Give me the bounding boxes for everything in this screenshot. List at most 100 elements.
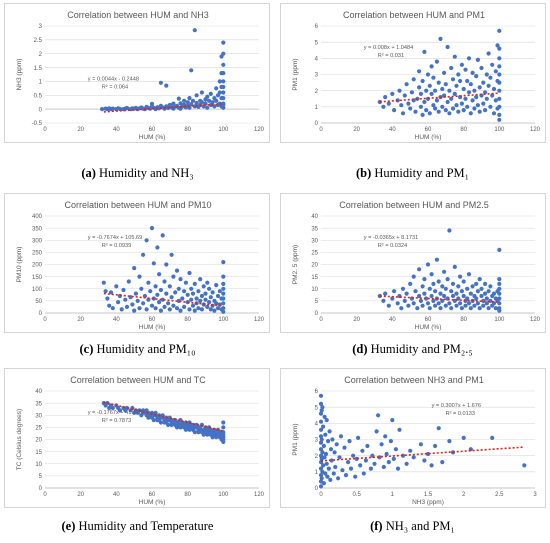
y-tick-label: 1.5 bbox=[34, 66, 43, 72]
data-point bbox=[162, 279, 167, 284]
data-point bbox=[434, 257, 439, 262]
x-tick-label: 40 bbox=[389, 127, 396, 133]
data-point bbox=[488, 75, 493, 80]
data-point bbox=[205, 304, 210, 309]
data-point bbox=[324, 461, 329, 466]
data-point bbox=[141, 252, 146, 257]
y-tick-label: 1 bbox=[39, 80, 43, 86]
x-tick-label: 100 bbox=[218, 492, 229, 498]
data-point bbox=[320, 450, 325, 455]
data-point bbox=[497, 72, 502, 77]
y-tick-label: 5 bbox=[315, 299, 319, 305]
data-point bbox=[454, 303, 459, 308]
data-point bbox=[481, 101, 486, 106]
data-point bbox=[332, 450, 337, 455]
x-tick-label: 120 bbox=[254, 492, 265, 498]
data-point bbox=[422, 458, 427, 463]
data-point bbox=[368, 466, 373, 471]
data-point bbox=[117, 106, 122, 111]
data-point bbox=[468, 291, 473, 296]
data-point bbox=[486, 289, 491, 294]
data-point bbox=[459, 306, 464, 311]
data-point bbox=[347, 439, 352, 444]
x-tick-label: 120 bbox=[254, 127, 265, 133]
data-point bbox=[458, 301, 463, 306]
data-point bbox=[318, 473, 324, 478]
data-point bbox=[182, 304, 187, 309]
data-point bbox=[201, 284, 206, 289]
data-point bbox=[404, 82, 409, 87]
data-point bbox=[402, 93, 407, 98]
data-point bbox=[343, 473, 349, 478]
data-point bbox=[429, 64, 434, 69]
data-point bbox=[164, 262, 169, 267]
data-point bbox=[463, 303, 468, 308]
data-point bbox=[429, 293, 434, 299]
data-point bbox=[324, 418, 329, 423]
r-squared-label: R² = 0.0133 bbox=[446, 411, 475, 417]
data-point bbox=[169, 252, 174, 257]
y-tick-label: 5 bbox=[315, 40, 319, 46]
x-tick-label: 80 bbox=[460, 317, 467, 323]
data-point bbox=[443, 108, 448, 113]
caption-d: (d) Humidity and PM₂.₅ bbox=[275, 342, 550, 357]
data-point bbox=[110, 405, 115, 411]
data-point bbox=[217, 79, 222, 84]
x-axis-label: NH3 (ppm) bbox=[412, 499, 444, 506]
data-point bbox=[139, 286, 144, 291]
data-point bbox=[440, 86, 445, 92]
y-tick-label: 0 bbox=[315, 486, 319, 492]
data-point bbox=[418, 298, 423, 303]
caption-text: Humidity and PM₁₀ bbox=[96, 342, 196, 356]
data-point bbox=[442, 293, 447, 299]
data-point bbox=[472, 106, 477, 111]
x-tick-label: 60 bbox=[149, 492, 156, 498]
data-point bbox=[497, 104, 502, 109]
data-point bbox=[497, 88, 502, 93]
data-point bbox=[199, 293, 204, 299]
chart-title: Correlation between HUM and TC bbox=[70, 375, 206, 385]
data-point bbox=[470, 284, 475, 289]
y-tick-label: 2 bbox=[39, 52, 43, 58]
data-point bbox=[183, 280, 188, 285]
data-point bbox=[470, 70, 475, 75]
data-point bbox=[192, 430, 197, 435]
data-point bbox=[196, 289, 201, 294]
data-point bbox=[221, 274, 226, 279]
data-point bbox=[182, 98, 187, 103]
data-point bbox=[158, 420, 163, 425]
data-point bbox=[158, 287, 163, 293]
x-axis-label: HUM (%) bbox=[415, 324, 442, 331]
y-tick-label: 35 bbox=[35, 401, 42, 407]
data-point bbox=[187, 96, 192, 101]
y-tick-label: 40 bbox=[311, 214, 318, 220]
data-point bbox=[358, 463, 363, 468]
data-point bbox=[178, 308, 183, 313]
data-point bbox=[124, 405, 130, 411]
y-axis-label: TC (Celsius degrees) bbox=[16, 409, 23, 470]
data-point bbox=[192, 281, 197, 286]
data-point bbox=[158, 80, 163, 85]
data-point bbox=[149, 226, 155, 231]
data-point bbox=[463, 67, 468, 72]
data-point bbox=[178, 101, 183, 106]
data-point bbox=[117, 408, 122, 413]
data-point bbox=[474, 74, 479, 79]
data-point bbox=[221, 90, 226, 95]
data-point bbox=[481, 303, 486, 308]
data-point bbox=[433, 106, 438, 111]
data-point bbox=[374, 429, 379, 434]
data-point bbox=[192, 308, 197, 313]
data-point bbox=[323, 471, 328, 476]
data-point bbox=[497, 301, 502, 306]
data-point bbox=[337, 455, 342, 460]
data-point bbox=[411, 455, 416, 460]
data-point bbox=[461, 86, 466, 92]
data-point bbox=[461, 435, 466, 440]
data-point bbox=[194, 100, 199, 106]
data-point bbox=[470, 98, 475, 103]
chart-panel-c: Correlation between HUM and PM10 0 50 100 15… bbox=[4, 193, 270, 333]
data-point bbox=[153, 306, 158, 311]
data-point bbox=[124, 304, 130, 309]
data-point bbox=[221, 71, 226, 76]
